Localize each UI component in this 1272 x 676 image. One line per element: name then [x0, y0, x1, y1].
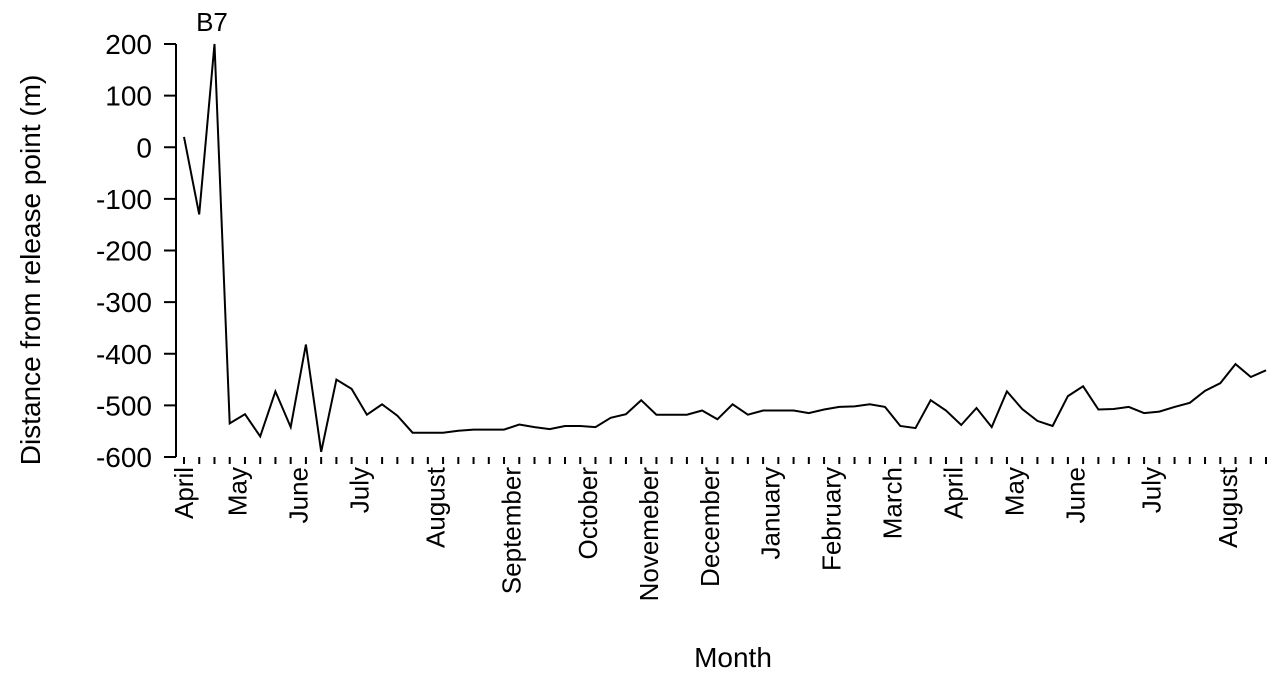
x-tick-label: March	[878, 467, 908, 539]
x-axis-title: Month	[694, 642, 772, 673]
x-tick-label: January	[756, 467, 786, 560]
y-axis-title: Distance from release point (m)	[15, 75, 46, 466]
y-tick-label: 200	[105, 29, 152, 60]
y-axis-ticks: 200 100 0 -100 -200 -300 -400 -500 -600	[96, 29, 176, 473]
x-tick-label: September	[497, 467, 527, 595]
x-axis-ticks: April May June July August September October No…	[169, 457, 1267, 602]
x-tick-label: May	[1000, 467, 1030, 516]
x-tick-label: October	[573, 467, 603, 560]
series-line	[183, 43, 1267, 453]
y-tick-label: -400	[96, 339, 152, 370]
x-tick-label: February	[817, 467, 847, 571]
y-tick-label: -600	[96, 442, 152, 473]
y-tick-label: -500	[96, 390, 152, 421]
x-tick-label: July	[344, 467, 374, 513]
x-tick-label: June	[1061, 467, 1091, 523]
x-tick-label: August	[420, 466, 450, 548]
x-tick-label: July	[1137, 467, 1167, 513]
y-tick-label: 100	[105, 81, 152, 112]
x-tick-label: April	[169, 467, 199, 519]
x-tick-label: June	[283, 467, 313, 523]
x-tick-label: August	[1213, 466, 1243, 548]
y-tick-label: -100	[96, 184, 152, 215]
y-tick-label: 0	[136, 132, 152, 163]
x-tick-label: May	[222, 467, 252, 516]
y-tick-label: -300	[96, 287, 152, 318]
y-tick-label: -200	[96, 236, 152, 267]
x-tick-label: April	[939, 467, 969, 519]
x-tick-label: Novemeber	[634, 467, 664, 602]
panel-label: B7	[196, 7, 228, 37]
x-tick-label: December	[695, 467, 725, 587]
